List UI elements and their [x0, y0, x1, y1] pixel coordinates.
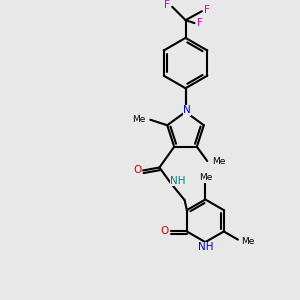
Text: F: F: [164, 0, 170, 10]
Text: F: F: [197, 18, 203, 28]
Text: NH: NH: [198, 242, 213, 253]
Text: Me: Me: [212, 157, 225, 166]
Text: Me: Me: [199, 173, 212, 182]
Text: O: O: [133, 166, 141, 176]
Text: F: F: [204, 5, 210, 15]
Text: Me: Me: [133, 115, 146, 124]
Text: O: O: [160, 226, 169, 236]
Text: NH: NH: [170, 176, 185, 186]
Text: N: N: [183, 106, 191, 116]
Text: Me: Me: [241, 237, 254, 246]
